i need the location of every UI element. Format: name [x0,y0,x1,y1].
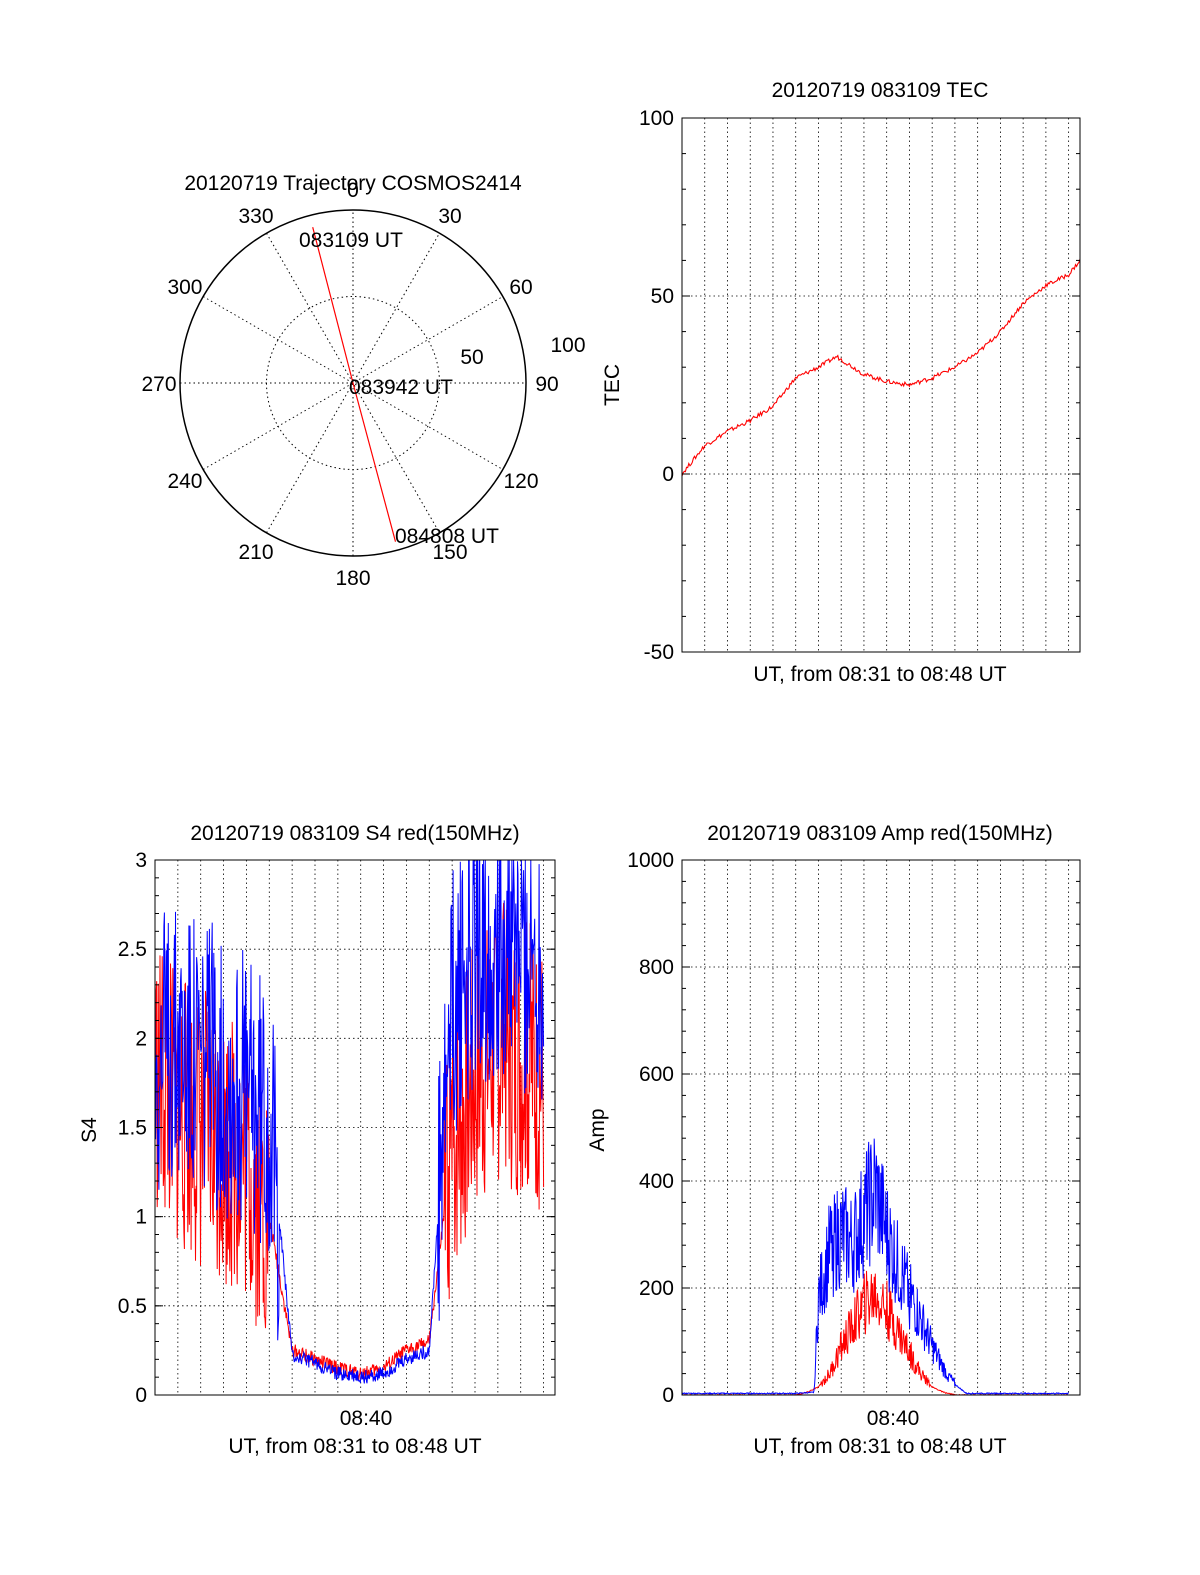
polar-radius-label-100: 100 [550,334,585,357]
tec-title: 20120719 083109 TEC [772,79,989,102]
amp-title: 20120719 083109 Amp red(150MHz) [707,822,1053,845]
polar-angle-label-330: 330 [238,205,273,228]
s4-ytick-label: 1.5 [118,1117,147,1140]
amp-xtick-0840: 08:40 [867,1407,920,1430]
tec-ticks: -50 0 50 100 [639,107,1080,664]
trajectory-start-label: 083109 UT [299,229,403,252]
amp-ytick-label: 800 [639,956,674,979]
polar-panel: 20120719 Trajectory COSMOS2414 0 30 60 90 12… [141,172,585,590]
tec-series-line-0 [681,259,1081,477]
amp-series-line-1 [681,1138,1069,1395]
s4-ytick-label: 1 [135,1206,147,1229]
s4-series [154,859,545,1384]
s4-panel: 20120719 083109 S4 red(150MHz) 0 0.5 1 1.5 2… [78,822,556,1458]
polar-angle-label-120: 120 [503,470,538,493]
amp-series [681,1138,1069,1396]
polar-angle-label-270: 270 [141,373,176,396]
s4-ytick-label: 0.5 [118,1295,147,1318]
polar-angle-label-210: 210 [238,541,273,564]
amp-ytick-label: 200 [639,1277,674,1300]
tec-ytick-label: 50 [651,285,674,308]
amp-xlabel: UT, from 08:31 to 08:48 UT [753,1435,1006,1458]
polar-angle-labels: 0 30 60 90 120 150 180 210 240 270 300 330 [141,179,558,590]
s4-ytick-label: 0 [135,1384,147,1407]
polar-spoke [266,232,440,534]
polar-spoke [202,296,504,470]
tec-panel: 20120719 083109 TEC -50 0 50 100 TEC UT, fr… [601,79,1081,686]
tec-ytick-label: 100 [639,107,674,130]
tec-grid [682,118,1080,652]
polar-trajectory [312,227,397,542]
s4-grid [155,860,555,1395]
s4-ytick-label: 2.5 [118,938,147,961]
amp-ylabel: Amp [586,1108,609,1151]
s4-ytick-label: 2 [135,1027,147,1050]
amp-ytick-label: 1000 [627,849,674,872]
s4-series-line-1 [154,859,545,1384]
polar-angle-label-180: 180 [335,567,370,590]
polar-spoke [202,296,504,470]
tec-ylabel: TEC [601,364,624,406]
polar-grid [180,210,526,556]
polar-angle-label-30: 30 [438,205,461,228]
s4-ticks: 0 0.5 1 1.5 2 2.5 3 [118,849,555,1407]
polar-angle-label-300: 300 [167,276,202,299]
polar-angle-label-150: 150 [432,541,467,564]
amp-series-line-0 [682,1270,1069,1396]
tec-plot-frame [681,117,1081,653]
s4-ytick-label: 3 [135,849,147,872]
polar-title: 20120719 Trajectory COSMOS2414 [184,172,522,195]
amp-panel: 20120719 083109 Amp red(150MHz) 0 200 400 6… [586,822,1081,1458]
amp-plot-frame [681,859,1081,1396]
s4-title: 20120719 083109 S4 red(150MHz) [190,822,519,845]
amp-ytick-label: 600 [639,1063,674,1086]
polar-angle-label-60: 60 [509,276,532,299]
s4-ylabel: S4 [78,1117,101,1143]
s4-xtick-0840: 08:40 [340,1407,393,1430]
tec-series [681,259,1081,477]
polar-angle-label-240: 240 [167,470,202,493]
polar-outer-circle [179,209,527,557]
amp-ticks: 0 200 400 600 800 1000 [627,849,1080,1407]
polar-angle-label-90: 90 [535,373,558,396]
amp-ytick-label: 400 [639,1170,674,1193]
s4-xlabel: UT, from 08:31 to 08:48 UT [228,1435,481,1458]
polar-spoke [266,232,440,534]
trajectory-mid-label: 083942 UT [349,376,453,399]
amp-ytick-label: 0 [662,1384,674,1407]
polar-angle-label-0: 0 [347,179,359,202]
trajectory-end-label: 084808 UT [395,525,499,548]
polar-radius-label-50: 50 [460,346,483,369]
tec-ytick-label: 0 [662,463,674,486]
tec-ytick-label: -50 [644,641,674,664]
tec-xlabel: UT, from 08:31 to 08:48 UT [753,663,1006,686]
